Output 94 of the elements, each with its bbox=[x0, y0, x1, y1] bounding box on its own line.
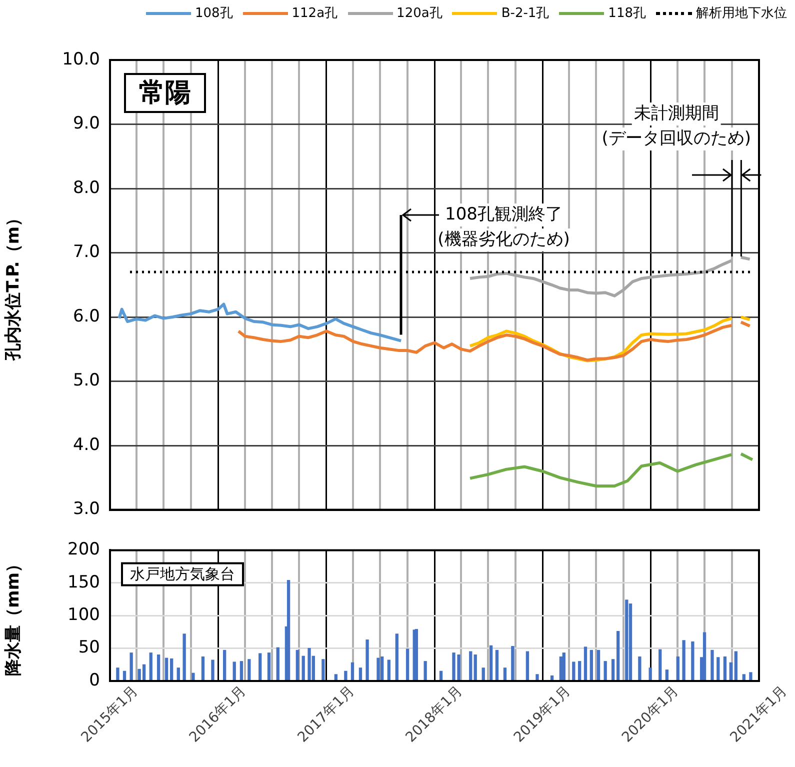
bar bbox=[682, 640, 686, 681]
legend-label: 112a孔 bbox=[290, 5, 338, 22]
y-tick-label: 4.0 bbox=[72, 434, 100, 455]
bar bbox=[648, 668, 652, 681]
bar bbox=[296, 650, 299, 681]
bar bbox=[702, 632, 706, 681]
bar bbox=[584, 646, 588, 681]
bar bbox=[223, 650, 226, 681]
bar bbox=[414, 629, 418, 681]
bar bbox=[658, 649, 662, 681]
bar bbox=[474, 654, 477, 681]
bar bbox=[590, 650, 593, 681]
bar bbox=[749, 672, 752, 681]
bar bbox=[350, 662, 354, 681]
bar bbox=[628, 604, 632, 681]
bar bbox=[616, 630, 620, 681]
bar bbox=[248, 659, 251, 681]
annotation: 水戸地方気象台 bbox=[130, 565, 235, 584]
bar bbox=[503, 668, 507, 681]
bar bbox=[729, 662, 732, 681]
bar bbox=[536, 674, 539, 681]
bar bbox=[676, 656, 680, 681]
bar bbox=[192, 672, 195, 681]
bar bbox=[267, 652, 271, 681]
bar bbox=[380, 656, 384, 681]
y-tick-label: 3.0 bbox=[72, 499, 100, 520]
bar bbox=[366, 639, 369, 681]
bar bbox=[604, 661, 607, 681]
annotation: 未計測期間 (データ回収のため) bbox=[602, 103, 751, 148]
bar bbox=[276, 647, 280, 681]
bar bbox=[240, 661, 244, 681]
bar bbox=[495, 650, 499, 681]
bar bbox=[596, 650, 600, 681]
bar bbox=[734, 651, 738, 681]
bar bbox=[116, 668, 120, 681]
bar bbox=[424, 661, 427, 681]
y-tick-label: 8.0 bbox=[72, 178, 100, 198]
bar bbox=[665, 670, 668, 681]
bar bbox=[489, 645, 493, 681]
legend-label: 120a孔 bbox=[396, 5, 442, 22]
bar bbox=[691, 641, 694, 681]
bar bbox=[526, 651, 530, 681]
bar bbox=[559, 656, 563, 681]
bar bbox=[232, 662, 236, 681]
bar bbox=[716, 657, 720, 681]
bar bbox=[710, 650, 714, 681]
y-axis-title: 降水量（mm） bbox=[4, 555, 24, 676]
y-axis-title: 孔内水位T.P.（m） bbox=[4, 209, 24, 362]
legend-label: 解析用地下水位 bbox=[695, 5, 787, 22]
y-tick-label: 10.0 bbox=[62, 49, 100, 70]
y-tick-label: 5.0 bbox=[72, 370, 100, 391]
annotation: 常陽 bbox=[139, 78, 191, 108]
bar bbox=[176, 668, 180, 681]
annotation: 108孔観測終了 (機器劣化のため) bbox=[438, 204, 570, 250]
bar bbox=[308, 648, 311, 681]
bar bbox=[482, 668, 485, 681]
bar bbox=[258, 653, 262, 681]
bar bbox=[358, 668, 362, 681]
bar bbox=[562, 652, 566, 681]
legend-label: B-2-1孔 bbox=[500, 5, 550, 22]
bar bbox=[164, 658, 168, 681]
bar bbox=[611, 659, 615, 681]
bar bbox=[376, 658, 380, 681]
bar bbox=[201, 656, 205, 681]
y-tick-label: 6.0 bbox=[72, 306, 100, 326]
bar bbox=[723, 656, 727, 681]
bar bbox=[322, 659, 325, 681]
bar bbox=[130, 652, 133, 681]
y-tick-label: 7.0 bbox=[72, 242, 100, 262]
bar bbox=[625, 600, 628, 681]
y-tick-label: 9.0 bbox=[72, 114, 100, 134]
bar bbox=[469, 651, 472, 681]
bar bbox=[406, 648, 410, 681]
bar bbox=[638, 656, 642, 681]
bar bbox=[170, 658, 174, 681]
y-tick-label: 100 bbox=[68, 605, 100, 626]
bar bbox=[156, 654, 160, 681]
bar bbox=[572, 662, 576, 681]
bar bbox=[578, 661, 582, 681]
legend-label: 118孔 bbox=[607, 5, 646, 22]
bar bbox=[302, 656, 305, 681]
bar bbox=[344, 670, 348, 681]
bar bbox=[286, 580, 290, 681]
y-tick-label: 50 bbox=[78, 638, 100, 658]
bar bbox=[149, 652, 152, 681]
bar bbox=[395, 634, 398, 681]
legend-label: 108孔 bbox=[194, 5, 233, 22]
bar bbox=[511, 646, 514, 681]
bar bbox=[182, 634, 186, 681]
bar bbox=[387, 660, 390, 681]
y-tick-label: 0 bbox=[89, 670, 100, 690]
bar bbox=[211, 660, 214, 681]
y-tick-label: 200 bbox=[68, 540, 100, 560]
y-tick-label: 150 bbox=[68, 572, 100, 592]
